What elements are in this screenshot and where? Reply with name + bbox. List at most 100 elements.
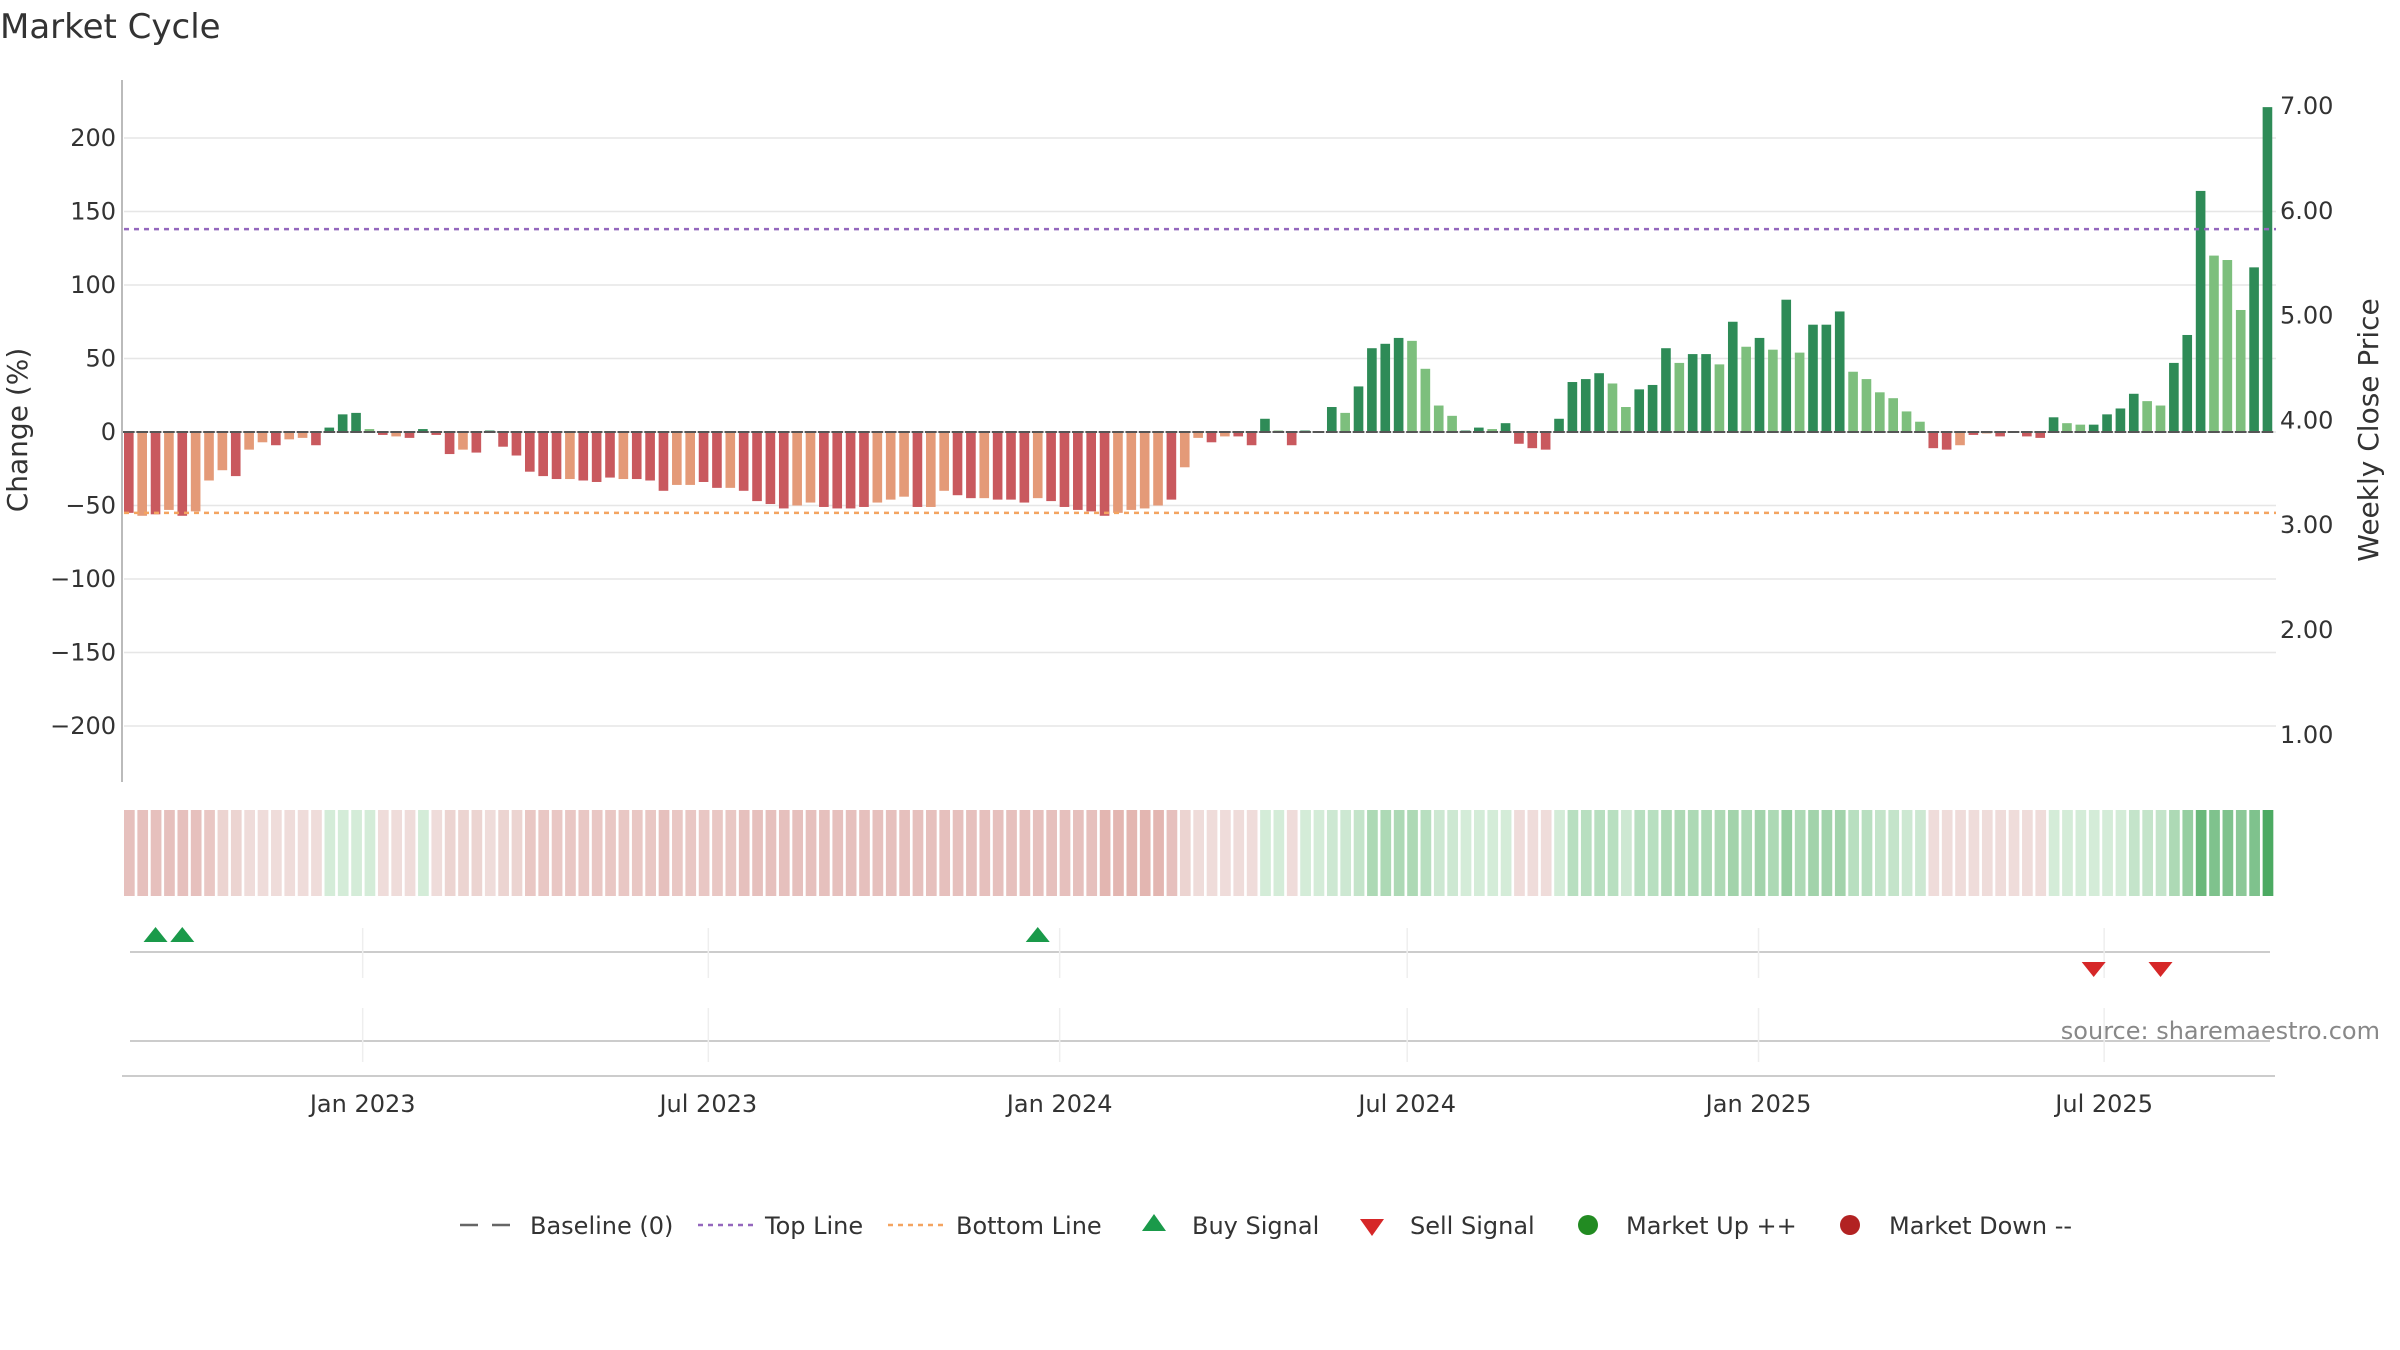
strip-cell: [1727, 810, 1739, 896]
bar: [979, 432, 990, 499]
strip-cell: [1901, 810, 1913, 896]
bar: [2155, 405, 2166, 432]
strip-cell: [1273, 810, 1285, 896]
bar: [859, 432, 869, 507]
strip-cell: [351, 810, 362, 896]
strip-cell: [845, 810, 857, 896]
strip-cell: [2182, 810, 2194, 896]
legend-label: Market Up ++: [1626, 1212, 1797, 1240]
bar: [351, 412, 361, 432]
bar: [698, 432, 709, 482]
bar: [284, 432, 295, 440]
strip-cell: [912, 810, 924, 896]
bar: [752, 432, 762, 502]
bar: [1326, 407, 1337, 432]
strip-cell: [2249, 810, 2260, 896]
y-axis-label: Change (%): [1, 348, 34, 513]
strip-cell: [404, 810, 416, 896]
bar: [2262, 107, 2273, 432]
bar: [1968, 432, 1979, 435]
bar: [1514, 432, 1524, 444]
bar: [832, 432, 843, 509]
bar: [1794, 352, 1805, 432]
strip-cell: [645, 810, 656, 896]
strip-cell: [1220, 810, 1231, 896]
strip-cell: [1487, 810, 1499, 896]
x-tick-label: Jul 2024: [1356, 1090, 1456, 1118]
legend-label: Sell Signal: [1410, 1212, 1535, 1240]
buy-signal-marker: [170, 927, 195, 942]
strip-cell: [565, 810, 576, 896]
strip-cell: [1073, 810, 1084, 896]
bar: [765, 432, 776, 505]
bar: [1754, 337, 1765, 432]
bar: [1447, 415, 1457, 432]
bar: [1393, 337, 1404, 432]
strip-cell: [1768, 810, 1779, 896]
strip-cell: [1233, 810, 1245, 896]
strip-cell: [872, 810, 884, 896]
strip-cell: [204, 810, 215, 896]
bar: [124, 432, 134, 513]
strip-cell: [966, 810, 977, 896]
bar: [1487, 429, 1498, 432]
bar: [2235, 309, 2246, 432]
bar: [2088, 424, 2099, 432]
bar: [1768, 349, 1778, 432]
x-axis-ticks: Jan 2023 Jul 2023 Jan 2024 Jul 2024 Jan 2025…: [308, 1090, 2153, 1118]
strip-cell: [819, 810, 830, 896]
bar: [377, 432, 388, 435]
strip-cell: [1340, 810, 1352, 896]
strip-cell: [1500, 810, 1512, 896]
bar: [805, 432, 816, 503]
strip-cell: [1955, 810, 1966, 896]
bar: [1113, 432, 1123, 513]
strip-cell: [1326, 810, 1338, 896]
strip-cell: [1059, 810, 1071, 896]
strip-cell: [1153, 810, 1164, 896]
strip-cell: [1313, 810, 1325, 896]
strip-cell: [885, 810, 897, 896]
strip-cell: [1260, 810, 1271, 896]
bar: [1220, 432, 1230, 437]
strip-cell: [1701, 810, 1712, 896]
strip-cell: [1353, 810, 1365, 896]
y-tick-label: −150: [50, 639, 116, 667]
y-tick-label: −50: [65, 492, 116, 520]
bar: [1621, 407, 1631, 432]
legend-label: Top Line: [764, 1212, 863, 1240]
bar: [925, 432, 936, 507]
reference-lines: [124, 227, 2276, 515]
strip-cell: [297, 810, 309, 896]
y-tick-label: −100: [50, 565, 116, 593]
strip-cell: [859, 810, 870, 896]
strip-cell: [391, 810, 403, 896]
strip-cell: [1179, 810, 1191, 896]
bar: [2022, 432, 2032, 437]
bar: [1741, 346, 1751, 432]
strip-cell: [792, 810, 804, 896]
strip-cell: [925, 810, 937, 896]
buy-signal-marker: [143, 927, 168, 942]
strip-cell: [1781, 810, 1793, 896]
y2-axis-label: Weekly Close Price: [2352, 298, 2385, 561]
y-tick-label: 100: [70, 271, 116, 299]
strip-cell: [311, 810, 322, 896]
strip-cell: [164, 810, 175, 896]
bar: [458, 432, 468, 450]
strip-cell: [1113, 810, 1124, 896]
y2-tick-label: 4.00: [2280, 406, 2333, 434]
bar: [1701, 354, 1711, 432]
bar: [685, 432, 696, 485]
bar: [578, 432, 589, 481]
bar: [404, 432, 415, 438]
bar: [912, 432, 923, 507]
strip-cell: [1126, 810, 1138, 896]
bar: [792, 432, 802, 506]
bar: [1808, 324, 1818, 432]
x-tick-label: Jan 2023: [308, 1090, 416, 1118]
y-axis-ticks: 200 150 100 50 0 −50 −100 −150 −200: [50, 124, 116, 740]
bar: [1875, 392, 1885, 432]
bar: [591, 432, 602, 482]
chart-title: Market Cycle: [0, 7, 221, 47]
